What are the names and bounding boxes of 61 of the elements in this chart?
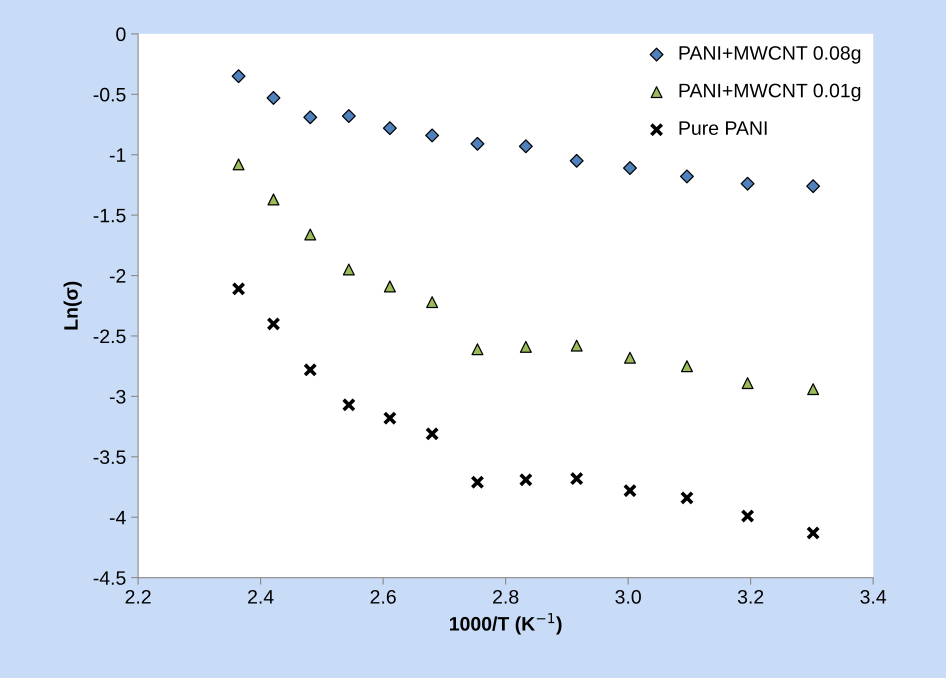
point — [425, 128, 440, 142]
x-tick-label: 2.4 — [248, 590, 274, 604]
legend-label: PANI+MWCNT 0.08g — [680, 46, 860, 64]
y-tick-label: -3.5 — [94, 450, 126, 464]
point — [382, 411, 397, 426]
point — [425, 426, 440, 441]
point — [304, 228, 316, 240]
legend-label: Pure PANI — [680, 121, 767, 135]
point — [623, 484, 637, 498]
y-tick-label: -2.5 — [94, 329, 126, 344]
point — [471, 343, 484, 356]
point — [342, 398, 356, 412]
point — [680, 360, 693, 372]
point — [470, 136, 484, 151]
point — [382, 121, 397, 136]
point — [740, 176, 755, 191]
y-tick-label: 0 — [116, 27, 126, 42]
legend-label: PANI+MWCNT 0.01g — [680, 84, 860, 102]
y-axis-title: Ln(σ) — [64, 282, 82, 330]
point — [570, 340, 583, 352]
point — [266, 316, 280, 331]
point — [232, 69, 246, 84]
y-tick-label: -4 — [110, 510, 126, 524]
point — [680, 169, 694, 184]
x-axis-title: 1000/T (K$^{−1}$) — [450, 613, 562, 635]
point — [570, 472, 584, 486]
y-tick-label: -0.5 — [94, 88, 126, 102]
x-tick-label: 2.2 — [126, 590, 151, 604]
point — [806, 526, 820, 540]
x-tick-label: 3.2 — [738, 590, 764, 604]
point — [518, 472, 533, 487]
point — [742, 377, 754, 390]
x-tick-label: 3.4 — [860, 590, 886, 604]
point — [267, 193, 280, 206]
y-tick-label: -4.5 — [94, 571, 126, 585]
point — [518, 139, 533, 154]
point — [384, 280, 396, 292]
point — [303, 362, 318, 377]
y-tick-label: -2 — [110, 269, 126, 283]
point — [807, 383, 820, 396]
point — [232, 158, 245, 170]
point — [266, 90, 280, 105]
y-tick-label: -1.5 — [94, 208, 126, 222]
point — [624, 352, 636, 364]
point — [520, 340, 532, 353]
point — [426, 296, 438, 308]
y-tick-label: -1 — [110, 148, 126, 162]
point — [622, 161, 637, 176]
point — [470, 475, 484, 490]
point — [342, 109, 356, 124]
x-tick-label: 2.8 — [493, 590, 518, 604]
point — [740, 509, 755, 523]
y-tick-label: -3 — [110, 390, 126, 404]
point — [806, 179, 820, 194]
point — [570, 154, 584, 168]
point — [680, 490, 694, 505]
point — [303, 110, 318, 124]
x-tick-label: 3.0 — [615, 590, 641, 604]
point — [232, 282, 246, 296]
point — [342, 264, 355, 276]
x-tick-label: 2.6 — [370, 590, 396, 604]
